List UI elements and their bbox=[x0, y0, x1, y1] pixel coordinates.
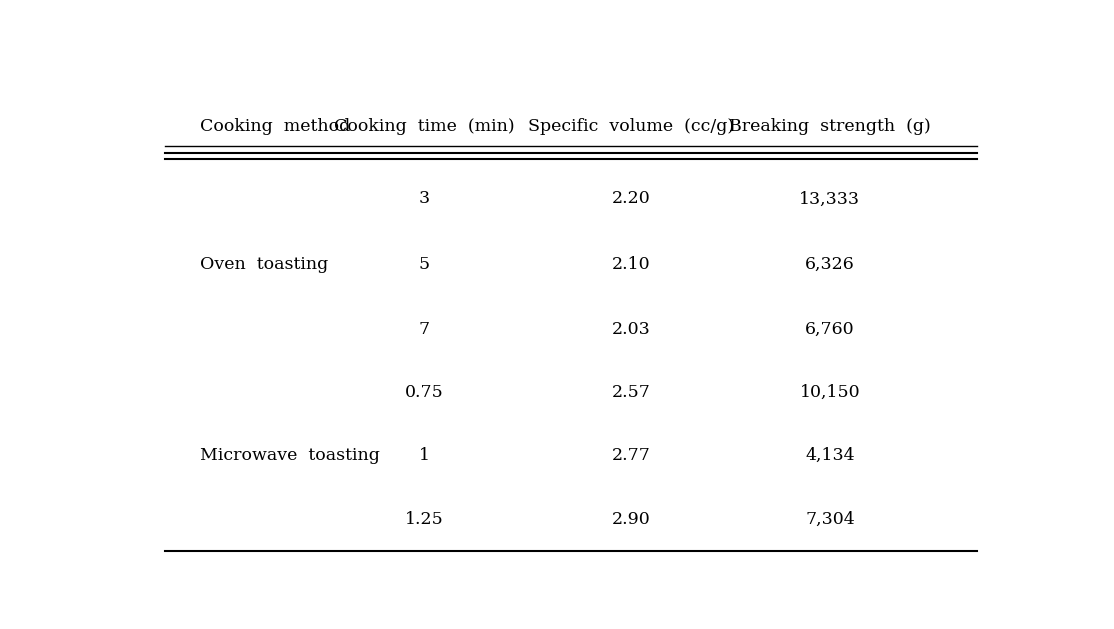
Text: 2.03: 2.03 bbox=[612, 321, 651, 338]
Text: Specific  volume  (cc/g): Specific volume (cc/g) bbox=[528, 118, 734, 135]
Text: 7: 7 bbox=[419, 321, 430, 338]
Text: 2.90: 2.90 bbox=[612, 511, 651, 528]
Text: 2.20: 2.20 bbox=[612, 191, 651, 208]
Text: 13,333: 13,333 bbox=[800, 191, 860, 208]
Text: 2.77: 2.77 bbox=[612, 447, 651, 464]
Text: 5: 5 bbox=[419, 256, 430, 273]
Text: Breaking  strength  (g): Breaking strength (g) bbox=[729, 118, 931, 135]
Text: Microwave  toasting: Microwave toasting bbox=[199, 447, 380, 464]
Text: 10,150: 10,150 bbox=[800, 384, 860, 401]
Text: Cooking  time  (min): Cooking time (min) bbox=[334, 118, 515, 135]
Text: 1: 1 bbox=[419, 447, 430, 464]
Text: 0.75: 0.75 bbox=[404, 384, 443, 401]
Text: 2.10: 2.10 bbox=[612, 256, 651, 273]
Text: 6,326: 6,326 bbox=[805, 256, 854, 273]
Text: 3: 3 bbox=[419, 191, 430, 208]
Text: 7,304: 7,304 bbox=[805, 511, 854, 528]
Text: 4,134: 4,134 bbox=[805, 447, 854, 464]
Text: 1.25: 1.25 bbox=[404, 511, 443, 528]
Text: 2.57: 2.57 bbox=[612, 384, 651, 401]
Text: Cooking  method: Cooking method bbox=[199, 118, 350, 135]
Text: 6,760: 6,760 bbox=[805, 321, 854, 338]
Text: Oven  toasting: Oven toasting bbox=[199, 256, 328, 273]
